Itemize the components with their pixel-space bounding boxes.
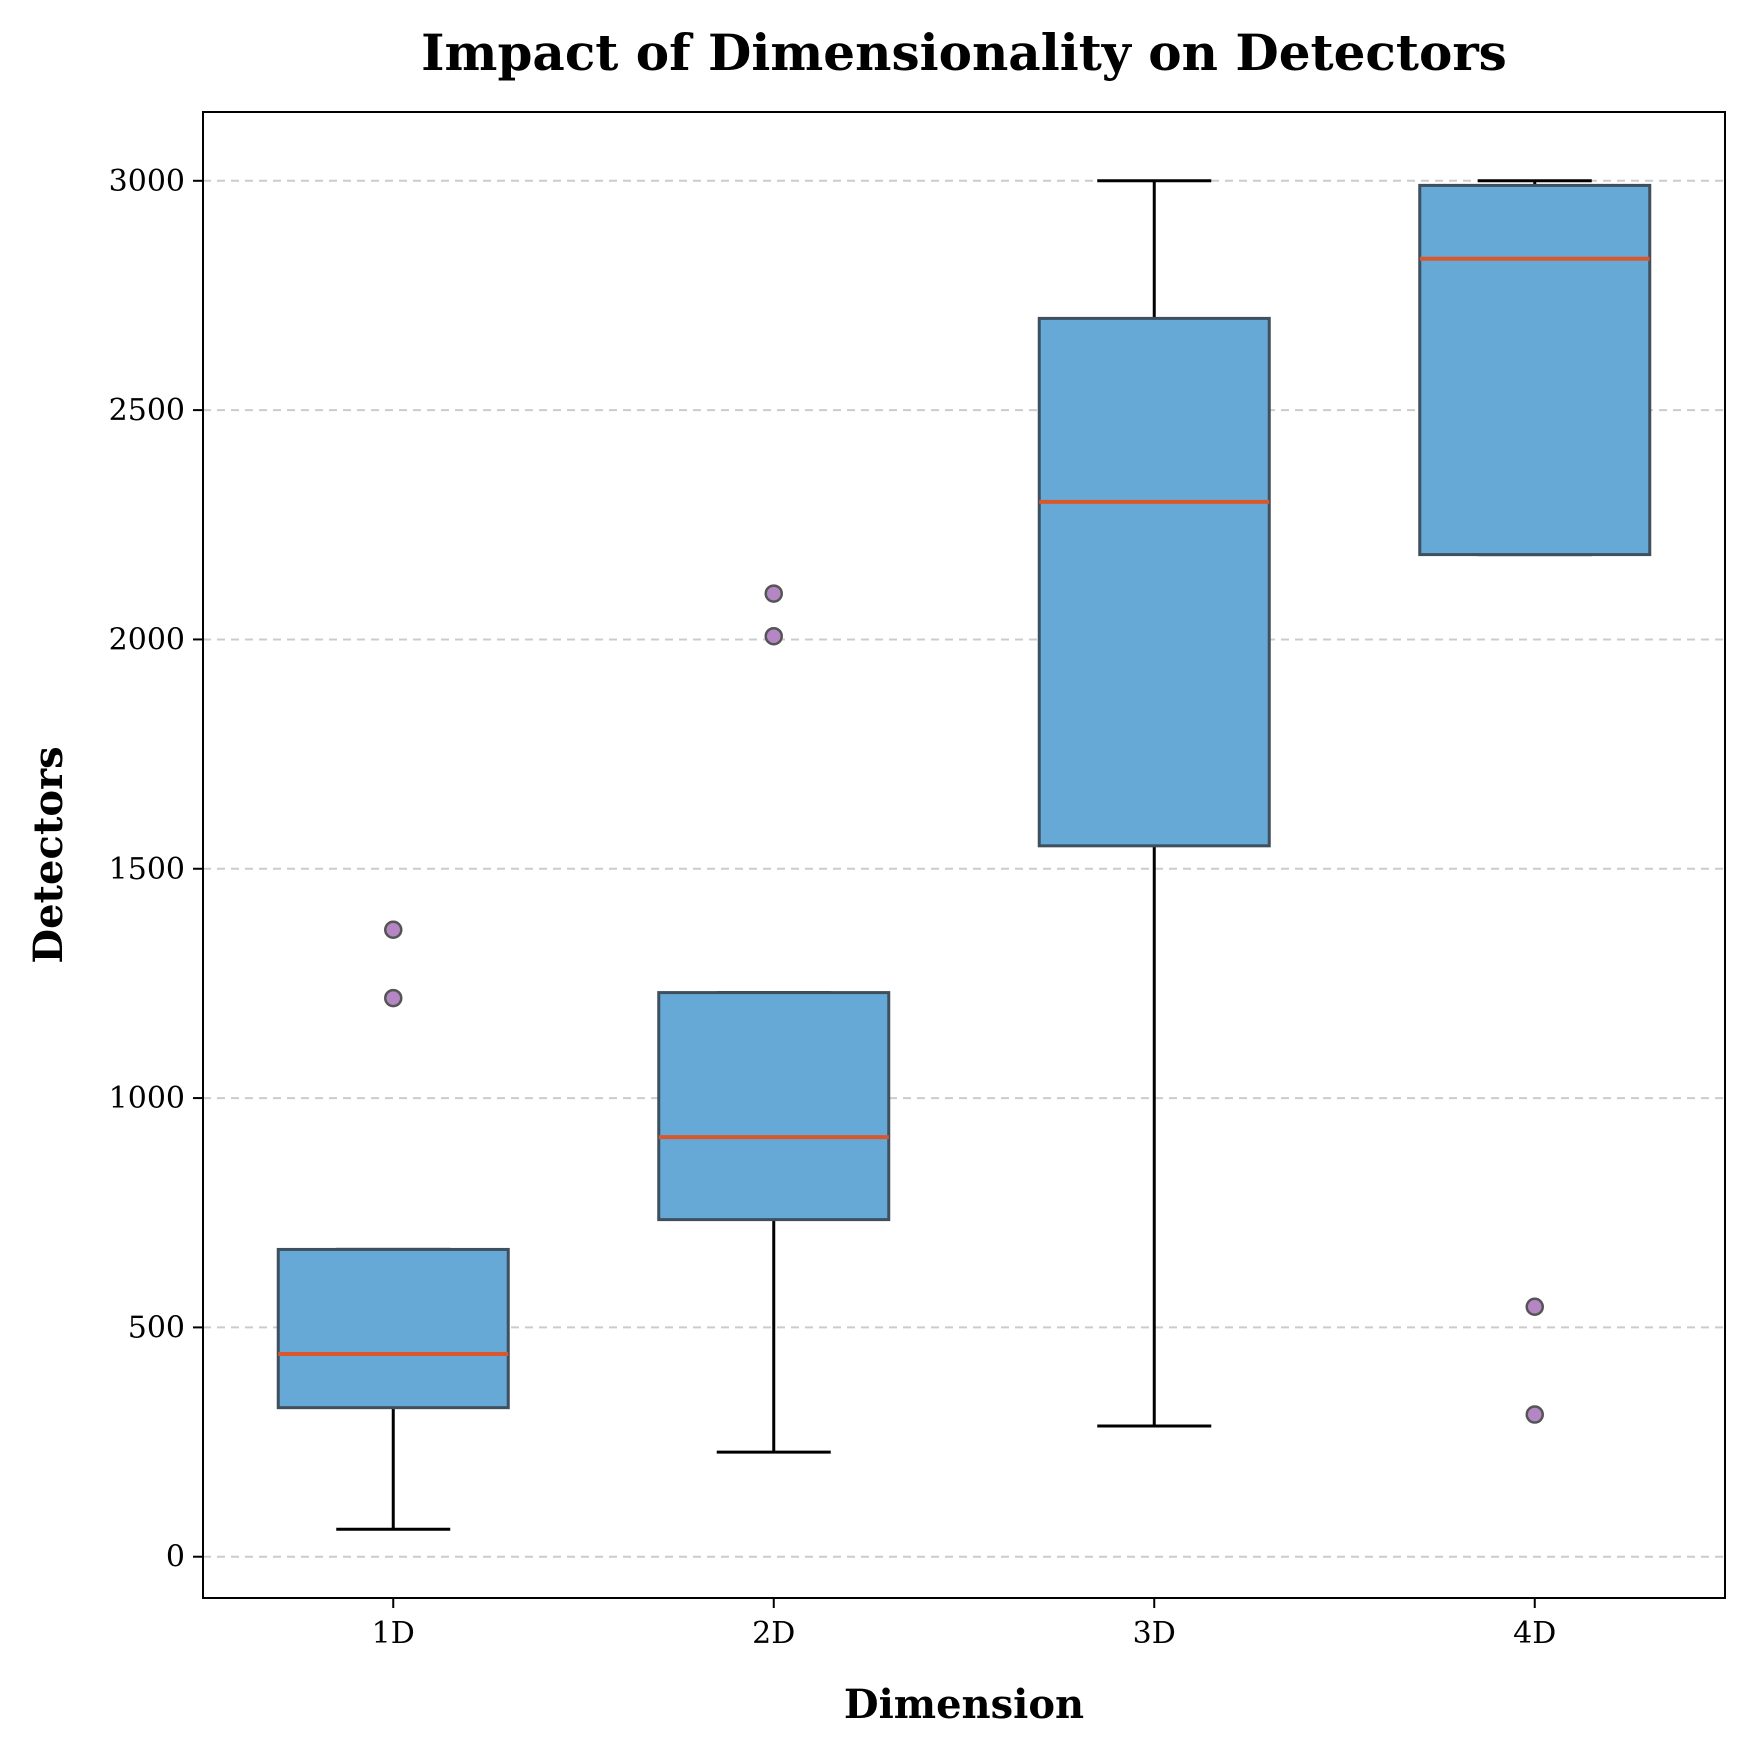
box-4D	[1418, 183, 1652, 557]
box-layer	[276, 179, 1652, 1531]
y-tick-label: 3000	[109, 164, 185, 199]
box-3D	[1037, 316, 1271, 848]
outlier-point	[764, 626, 783, 646]
x-tick-label: 4D	[1513, 1616, 1556, 1651]
outlier-point	[384, 920, 403, 940]
outlier-point	[384, 988, 403, 1008]
y-tick-label: 1000	[109, 1081, 185, 1116]
outlier-point	[1525, 1297, 1544, 1317]
y-tick-label: 1500	[109, 852, 185, 887]
tick-layer: 0 500 1000 1500 2000 2500 3000 1D 2D 3D 4D	[109, 164, 1557, 1651]
box-1D	[276, 1247, 510, 1410]
chart-title: Impact of Dimensionality on Detectors	[421, 23, 1507, 82]
plot-frame	[202, 111, 1726, 1599]
x-tick-label: 3D	[1133, 1616, 1176, 1651]
y-tick-label: 500	[128, 1310, 185, 1345]
outlier-point	[764, 584, 783, 603]
box-2D	[657, 991, 891, 1222]
y-tick-label: 2000	[109, 622, 185, 657]
outlier-point	[1525, 1405, 1544, 1424]
y-tick-label: 2500	[109, 393, 185, 428]
x-tick-label: 1D	[372, 1616, 415, 1651]
y-axis-label: Detectors	[25, 746, 72, 963]
y-tick-label: 0	[166, 1540, 185, 1575]
x-axis-label: Dimension	[844, 1681, 1084, 1728]
x-tick-label: 2D	[752, 1616, 795, 1651]
